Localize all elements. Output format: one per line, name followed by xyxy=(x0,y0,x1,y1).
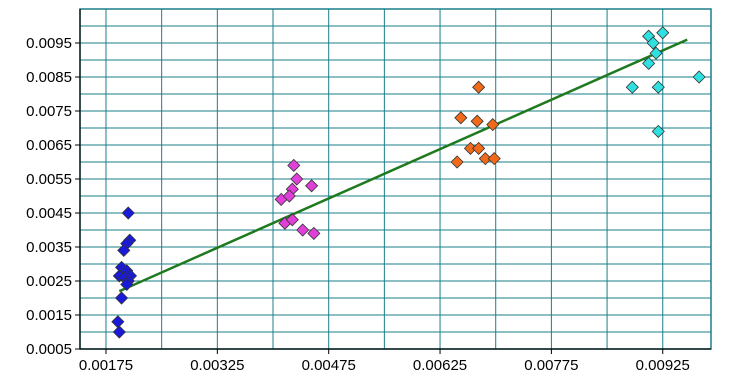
data-point xyxy=(656,26,670,40)
data-point xyxy=(470,114,484,128)
series-group xyxy=(274,158,321,240)
y-tick-labels: 0.0095 0.0085 0.0075 0.0065 0.0055 0.0045 0.00… xyxy=(26,35,72,358)
y-tick-label: 0.0045 xyxy=(26,205,72,222)
trendline-group xyxy=(118,38,688,293)
x-tick-labels: 0.00175 0.00325 0.00475 0.00625 0.00775 0.009… xyxy=(79,357,690,374)
y-tick-label: 0.0095 xyxy=(26,35,72,52)
data-point xyxy=(305,179,319,193)
data-point xyxy=(120,277,134,291)
data-point xyxy=(646,36,660,50)
data-points xyxy=(111,26,706,339)
x-tick-label: 0.00625 xyxy=(413,357,467,374)
data-point xyxy=(486,118,500,132)
data-point xyxy=(478,152,492,166)
series-group xyxy=(625,26,706,138)
y-tick-label: 0.0075 xyxy=(26,103,72,120)
data-point xyxy=(454,111,468,125)
data-point xyxy=(649,46,663,60)
data-point xyxy=(307,226,321,240)
data-point xyxy=(487,152,501,166)
y-tick-label: 0.0055 xyxy=(26,171,72,188)
data-point xyxy=(642,56,656,70)
y-tick-label: 0.0035 xyxy=(26,239,72,256)
data-point xyxy=(282,189,296,203)
data-point xyxy=(115,291,129,305)
data-point xyxy=(112,325,126,339)
data-point xyxy=(285,213,299,227)
data-point xyxy=(625,80,639,94)
data-point xyxy=(290,172,304,186)
y-tick-label: 0.0085 xyxy=(26,69,72,86)
x-tick-label: 0.00775 xyxy=(524,357,578,374)
data-point xyxy=(117,243,131,257)
y-tick-label: 0.0015 xyxy=(26,307,72,324)
data-point xyxy=(287,158,301,172)
x-tick-label: 0.00325 xyxy=(190,357,244,374)
data-point xyxy=(692,70,706,84)
y-tick-label: 0.0005 xyxy=(26,341,72,358)
data-point xyxy=(296,223,310,237)
data-point xyxy=(651,80,665,94)
data-point xyxy=(450,155,464,169)
data-point xyxy=(651,124,665,138)
x-tick-label: 0.00925 xyxy=(636,357,690,374)
y-tick-label: 0.0025 xyxy=(26,273,72,290)
data-point xyxy=(111,315,125,329)
axes xyxy=(75,9,711,354)
data-point xyxy=(472,141,486,155)
data-point xyxy=(121,206,135,220)
x-tick-label: 0.00175 xyxy=(79,357,133,374)
series-group xyxy=(450,80,501,169)
trendline xyxy=(118,38,688,293)
series-group xyxy=(111,206,138,339)
data-point xyxy=(472,80,486,94)
y-tick-label: 0.0065 xyxy=(26,137,72,154)
x-tick-label: 0.00475 xyxy=(302,357,356,374)
grid xyxy=(79,8,712,350)
